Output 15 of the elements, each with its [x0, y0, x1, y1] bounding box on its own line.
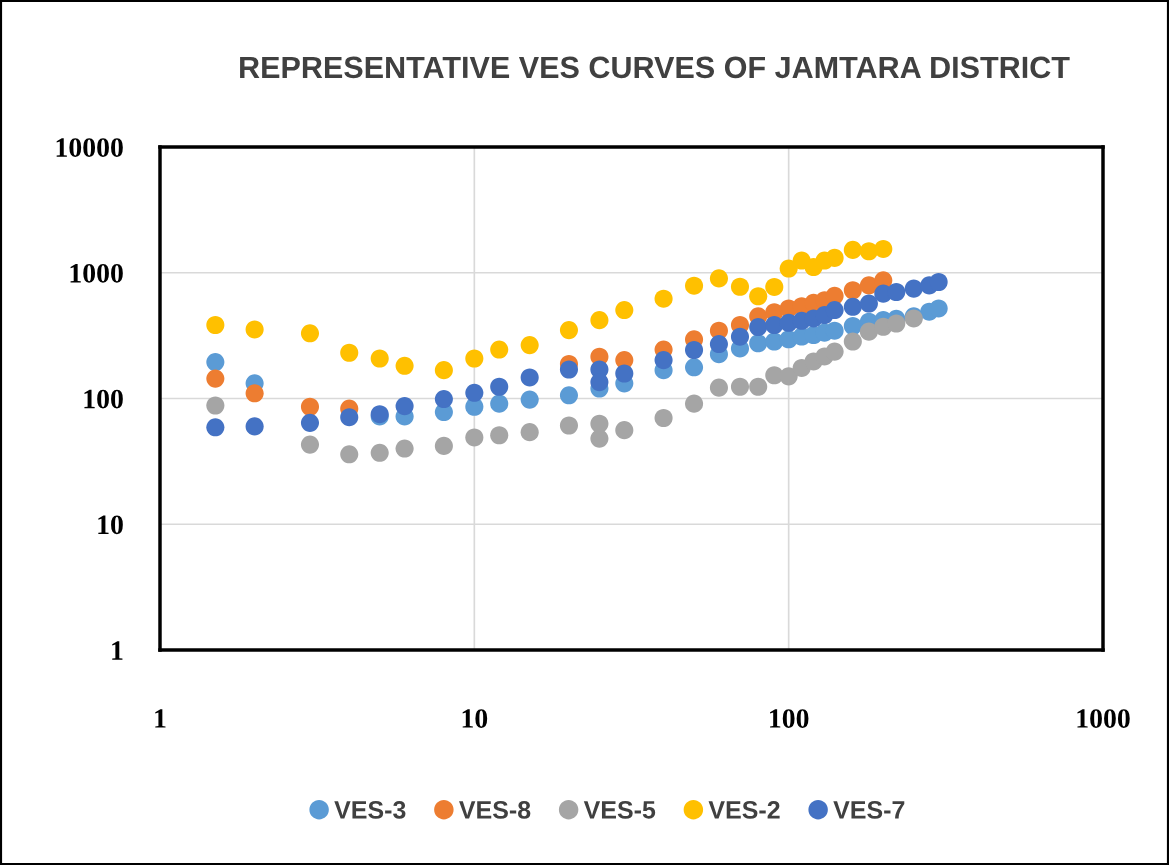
legend-label: VES-2	[708, 801, 780, 819]
y-tick-label: 10000	[56, 138, 123, 157]
chart-title: REPRESENTATIVE VES CURVES OF JAMTARA DISTRICT	[240, 56, 1070, 79]
y-tick-label: 1000	[70, 263, 123, 283]
x-tick-label: 100	[770, 709, 809, 728]
legend-label: VES-8	[459, 801, 531, 819]
x-tick-label: 10	[462, 709, 488, 728]
legend-label: VES-7	[833, 801, 905, 819]
y-tick-label: 1	[112, 641, 123, 660]
y-tick-label: 10	[98, 515, 123, 535]
y-tick-label: 100	[84, 389, 123, 409]
legend-label: VES-5	[583, 801, 656, 819]
x-tick-label: 1000	[1077, 709, 1130, 728]
legend-label: VES-3	[334, 801, 406, 819]
x-tick-label: 1	[155, 709, 166, 728]
